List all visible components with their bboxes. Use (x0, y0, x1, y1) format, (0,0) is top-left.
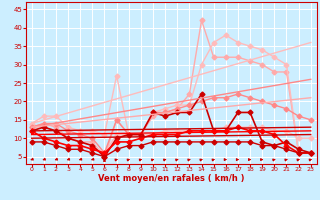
X-axis label: Vent moyen/en rafales ( km/h ): Vent moyen/en rafales ( km/h ) (98, 174, 244, 183)
